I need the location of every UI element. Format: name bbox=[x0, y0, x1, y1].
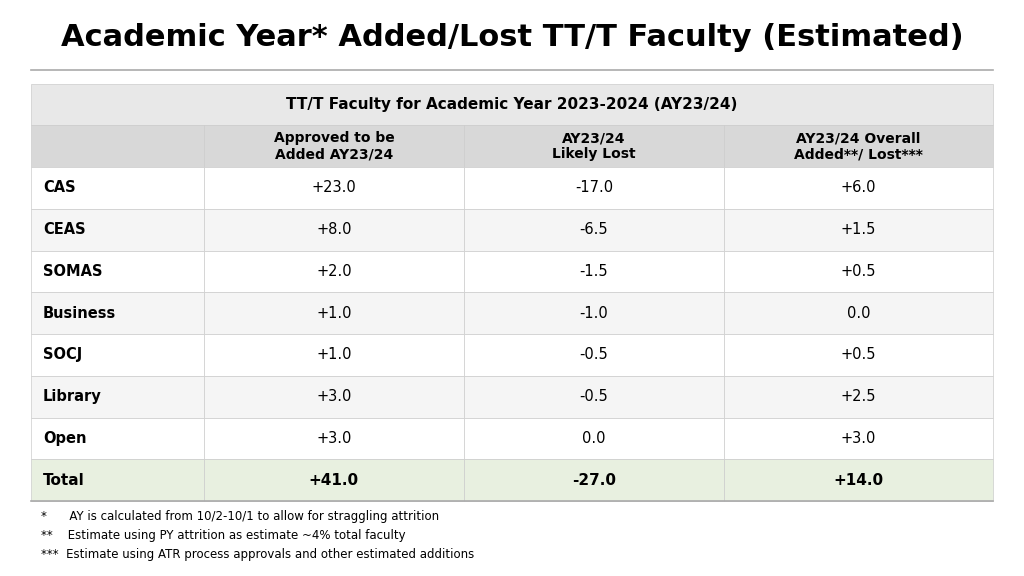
Text: AY23/24
Likely Lost: AY23/24 Likely Lost bbox=[552, 131, 636, 161]
Text: +23.0: +23.0 bbox=[311, 180, 356, 195]
Text: -6.5: -6.5 bbox=[580, 222, 608, 237]
Text: +3.0: +3.0 bbox=[316, 431, 351, 446]
Text: -1.0: -1.0 bbox=[580, 306, 608, 321]
Text: SOCJ: SOCJ bbox=[43, 347, 82, 362]
Text: +41.0: +41.0 bbox=[309, 473, 359, 488]
Text: -17.0: -17.0 bbox=[574, 180, 613, 195]
Text: Academic Year* Added/Lost TT/T Faculty (Estimated): Academic Year* Added/Lost TT/T Faculty (… bbox=[60, 23, 964, 52]
Text: +8.0: +8.0 bbox=[316, 222, 351, 237]
Text: +14.0: +14.0 bbox=[834, 473, 884, 488]
Text: Business: Business bbox=[43, 306, 117, 321]
Text: -27.0: -27.0 bbox=[571, 473, 615, 488]
Text: Approved to be
Added AY23/24: Approved to be Added AY23/24 bbox=[273, 131, 394, 161]
Text: ***  Estimate using ATR process approvals and other estimated additions: *** Estimate using ATR process approvals… bbox=[41, 548, 474, 561]
Text: Library: Library bbox=[43, 389, 101, 404]
Text: SOMAS: SOMAS bbox=[43, 264, 102, 279]
Text: -0.5: -0.5 bbox=[580, 347, 608, 362]
Text: 0.0: 0.0 bbox=[582, 431, 605, 446]
Text: +2.0: +2.0 bbox=[316, 264, 351, 279]
Text: +3.0: +3.0 bbox=[316, 389, 351, 404]
Text: +1.0: +1.0 bbox=[316, 347, 351, 362]
Text: +6.0: +6.0 bbox=[841, 180, 877, 195]
Text: -0.5: -0.5 bbox=[580, 389, 608, 404]
Text: CAS: CAS bbox=[43, 180, 76, 195]
Text: +2.5: +2.5 bbox=[841, 389, 877, 404]
Text: TT/T Faculty for Academic Year 2023-2024 (AY23/24): TT/T Faculty for Academic Year 2023-2024… bbox=[287, 97, 737, 112]
Text: Total: Total bbox=[43, 473, 85, 488]
Text: -1.5: -1.5 bbox=[580, 264, 608, 279]
Text: **    Estimate using PY attrition as estimate ~4% total faculty: ** Estimate using PY attrition as estima… bbox=[41, 529, 406, 542]
Text: +0.5: +0.5 bbox=[841, 347, 877, 362]
Text: CEAS: CEAS bbox=[43, 222, 86, 237]
Text: +1.0: +1.0 bbox=[316, 306, 351, 321]
Text: AY23/24 Overall
Added**/ Lost***: AY23/24 Overall Added**/ Lost*** bbox=[794, 131, 923, 161]
Text: *      AY is calculated from 10/2-10/1 to allow for straggling attrition: * AY is calculated from 10/2-10/1 to all… bbox=[41, 510, 439, 523]
Text: +0.5: +0.5 bbox=[841, 264, 877, 279]
Text: 0.0: 0.0 bbox=[847, 306, 870, 321]
Text: +1.5: +1.5 bbox=[841, 222, 877, 237]
Text: +3.0: +3.0 bbox=[841, 431, 877, 446]
Text: Open: Open bbox=[43, 431, 86, 446]
